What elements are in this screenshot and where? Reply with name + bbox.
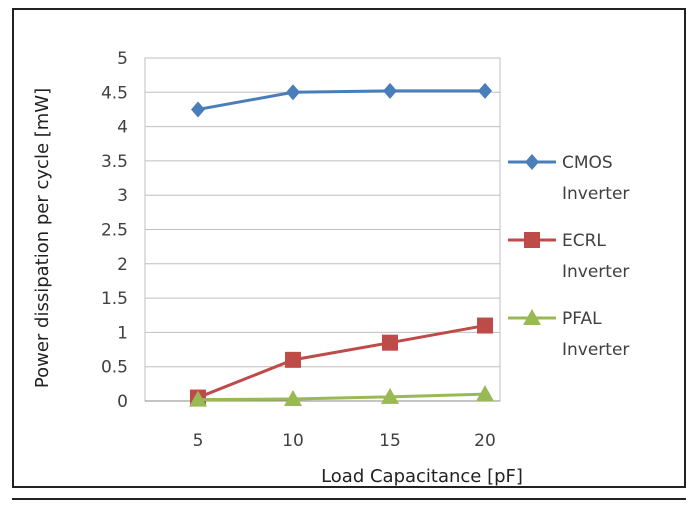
x-axis-ticks: 5 10 15 20 [193,431,496,451]
series-layer [189,82,494,407]
diamond-marker [286,84,300,101]
legend-label: CMOS [562,153,613,173]
y-tick-label: 5 [117,49,128,69]
x-tick-label: 5 [193,431,204,451]
triangle-marker [523,309,541,325]
y-tick-label: 2.5 [101,221,128,241]
y-tick-label: 2 [117,255,128,275]
y-tick-label: 0 [117,392,128,412]
diamond-marker [478,82,492,99]
legend-label: PFAL [562,309,602,329]
square-marker [285,351,301,368]
series-pfal-inverter [189,385,494,407]
diamond-marker [191,101,205,118]
legend-item: PFAL Inverter [508,309,629,360]
y-tick-label: 4 [117,118,128,138]
diamond-marker [525,154,539,170]
legend-label: Inverter [562,340,629,360]
legend-label: Inverter [562,184,629,204]
series-line [197,89,485,111]
y-tick-label: 0.5 [101,358,128,378]
y-tick-label: 3.5 [101,152,128,172]
triangle-marker [189,390,207,407]
y-axis-ticks: 0 0.5 1 1.5 2 2.5 3 3.5 4 4.5 5 [101,49,128,412]
x-tick-label: 10 [282,431,304,451]
legend-label: ECRL [562,231,606,251]
legend-item: ECRL Inverter [508,231,629,282]
diamond-marker [383,82,397,99]
square-marker [477,317,493,334]
y-tick-label: 1.5 [101,289,128,309]
y-tick-label: 3 [117,186,128,206]
triangle-marker [284,389,302,406]
y-axis-title: Power dissipation per cycle [mW] [32,88,53,388]
bottom-rule [12,498,686,500]
series-cmos-inverter [191,82,492,118]
x-axis-title: Load Capacitance [pF] [321,466,523,487]
legend-label: Inverter [562,262,629,282]
series-line [197,392,486,402]
triangle-marker [476,385,494,402]
x-tick-label: 20 [474,431,496,451]
series-line [197,324,486,399]
y-tick-label: 4.5 [101,83,128,103]
triangle-marker [381,387,399,404]
legend: CMOS Inverter ECRL Inverter PFAL Inverter [508,153,629,360]
x-tick-label: 15 [379,431,401,451]
square-marker [524,232,540,248]
legend-item: CMOS Inverter [508,153,629,204]
y-tick-label: 1 [117,323,128,343]
square-marker [382,334,398,351]
